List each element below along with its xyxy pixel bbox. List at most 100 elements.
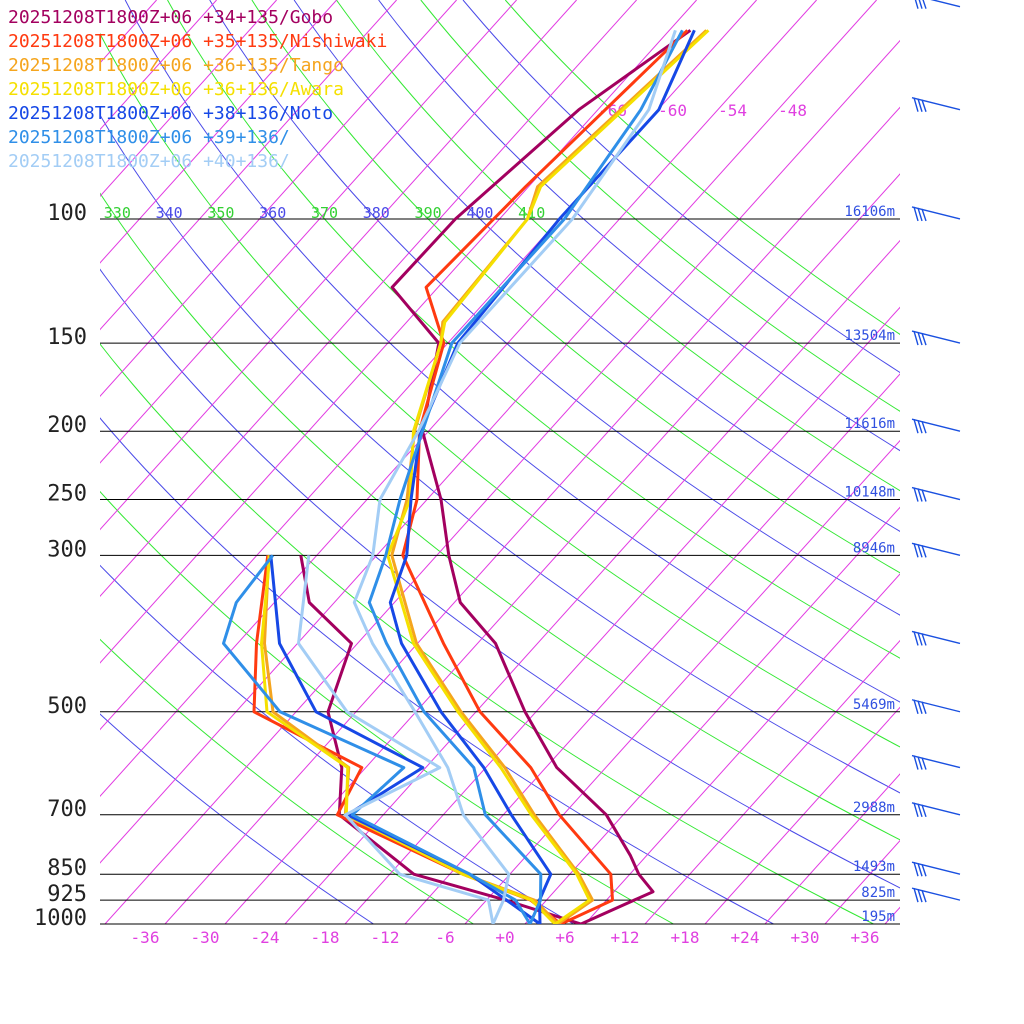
temperature-tick-label: +0 (495, 928, 514, 947)
height-label: 195m (861, 909, 895, 925)
series-dewpoint-line-5 (269, 555, 541, 924)
wind-barb (911, 330, 961, 346)
theta-label: 410 (518, 204, 545, 222)
temperature-tick-label: -24 (251, 928, 280, 947)
temperature-tick-label: -30 (191, 928, 220, 947)
theta-label: 350 (207, 204, 234, 222)
pressure-tick-label: 700 (47, 797, 87, 822)
isotherm (464, 439, 900, 924)
theta-label: 330 (104, 204, 131, 222)
isotherm (884, 906, 900, 924)
isotherm (584, 573, 900, 924)
wind-barb (911, 542, 961, 558)
legend-entry: 20251208T1800Z+06 +40+136/ (8, 151, 290, 172)
dry-adiabat (420, 0, 900, 412)
dry-adiabat (100, 192, 900, 841)
dry-adiabat (335, 0, 900, 492)
series-dewpoint-line-6 (222, 554, 532, 924)
dry-adiabat (293, 0, 900, 532)
legend-entry: 20251208T1800Z+06 +34+135/Gobo (8, 7, 334, 28)
isotherm (100, 0, 637, 597)
height-label: 16106m (844, 204, 895, 220)
isotherm (284, 239, 900, 924)
series-temperature-line-1 (390, 29, 692, 924)
temperature-tick-label: -36 (131, 928, 160, 947)
dry-adiabat (378, 0, 900, 452)
isotherm (824, 839, 900, 924)
isotherm (100, 0, 397, 331)
theta-label: 370 (311, 204, 338, 222)
temperature-tick-label: +6 (555, 928, 574, 947)
height-label: 10148m (844, 485, 895, 501)
wind-barb (911, 486, 961, 502)
wind-barb (914, 0, 961, 9)
dry-adiabat (100, 713, 374, 924)
dry-adiabat (100, 114, 900, 794)
temperature-tick-label: -12 (371, 928, 400, 947)
pressure-tick-label: 150 (47, 325, 87, 350)
isotherm (704, 706, 900, 924)
series-dewpoint-line-1 (299, 555, 582, 924)
isotherm-label: -66 (598, 101, 627, 120)
wind-barb (911, 699, 961, 714)
height-label: 2988m (853, 800, 895, 816)
dry-adiabat (100, 343, 874, 924)
wind-barb (911, 802, 961, 818)
wind-barb (911, 887, 961, 903)
isotherm (224, 173, 900, 924)
wind-barb (911, 630, 961, 646)
pressure-tick-label: 250 (47, 482, 87, 507)
height-label: 13504m (844, 328, 895, 344)
series-dewpoint-line-4 (260, 555, 557, 924)
legend-entry: 20251208T1800Z+06 +35+135/Nishiwaki (8, 31, 388, 52)
isotherm (1005, 0, 1024, 924)
height-label: 8946m (853, 540, 895, 556)
dry-adiabat (100, 32, 900, 748)
pressure-tick-label: 100 (47, 201, 87, 226)
wind-barb (911, 861, 961, 877)
pressure-tick-label: 200 (47, 413, 87, 438)
isotherm-label: -48 (778, 101, 807, 120)
dry-adiabat (100, 268, 900, 889)
dry-adiabat (100, 564, 574, 924)
isotherm-label: -60 (658, 101, 687, 120)
height-label: 5469m (853, 697, 895, 713)
legend-entry: 20251208T1800Z+06 +39+136/ (8, 127, 290, 148)
isotherm (524, 506, 900, 924)
dry-adiabat (100, 417, 774, 924)
legend: 20251208T1800Z+06 +34+135/Gobo 20251208T1… (8, 6, 387, 174)
theta-label: 360 (259, 204, 286, 222)
isotherm (100, 0, 457, 397)
pressure-tick-label: 850 (47, 856, 87, 881)
height-label: 1493m (853, 859, 895, 875)
isotherm-label: -54 (718, 101, 747, 120)
temperature-tick-label: +36 (851, 928, 880, 947)
dry-adiabat (504, 0, 900, 335)
legend-entry: 20251208T1800Z+06 +36+135/Tango (8, 55, 344, 76)
isotherm (100, 0, 517, 464)
isotherm (100, 0, 577, 531)
dry-adiabat (209, 0, 900, 616)
theta-label: 400 (466, 204, 493, 222)
isotherm (164, 106, 900, 924)
legend-entry: 20251208T1800Z+06 +38+136/Noto (8, 103, 334, 124)
temperature-tick-label: +12 (611, 928, 640, 947)
dry-adiabat (124, 0, 900, 703)
wind-barb (911, 97, 961, 112)
wind-barb (911, 418, 961, 434)
isotherm (100, 0, 877, 864)
wind-barb (911, 206, 961, 222)
wind-barb (911, 754, 961, 770)
height-label: 825m (861, 885, 895, 901)
temperature-tick-label: +18 (671, 928, 700, 947)
isotherm (100, 0, 277, 197)
height-label: 11616m (844, 416, 895, 432)
isotherm (945, 0, 1024, 924)
series-temperature-line-6 (367, 29, 684, 924)
theta-label: 340 (156, 204, 183, 222)
isotherm (404, 373, 900, 924)
series-temperature-line-4 (386, 29, 710, 924)
isotherm (104, 39, 900, 924)
